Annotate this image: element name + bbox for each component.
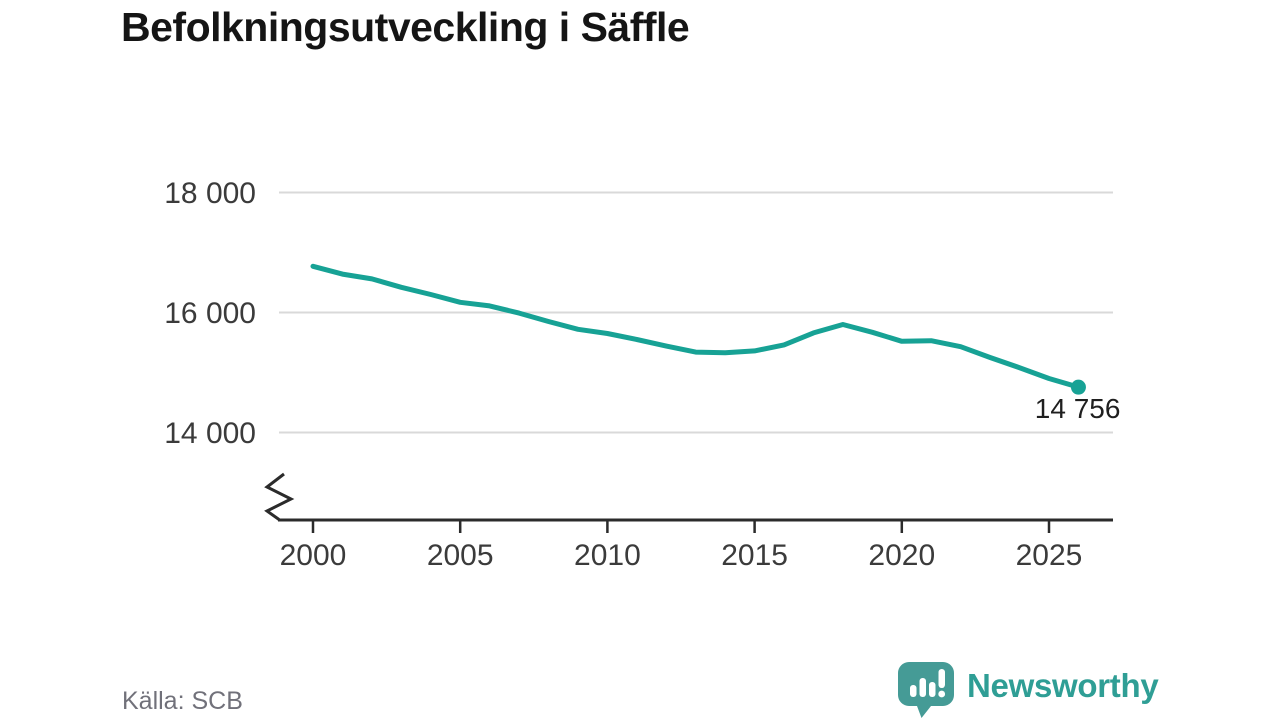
y-tick-label: 16 000 (164, 297, 256, 330)
x-tick-label: 2025 (1016, 539, 1083, 572)
last-point-marker (1070, 379, 1086, 395)
y-tick-label: 18 000 (164, 177, 256, 210)
x-tick-label: 2020 (868, 539, 935, 572)
page-title: Befolkningsutveckling i Säffle (121, 4, 690, 50)
newsworthy-logo-icon (898, 662, 954, 718)
last-value-label: 14 756 (1035, 393, 1121, 424)
x-tick-label: 2005 (427, 539, 494, 572)
y-tick-label: 14 000 (164, 417, 256, 450)
source-note: Källa: SCB (122, 687, 243, 715)
x-tick-label: 2015 (721, 539, 788, 572)
newsworthy-wordmark: Newsworthy (967, 666, 1159, 704)
population-line (310, 263, 1081, 390)
axis-break-icon (264, 472, 295, 521)
x-tick-label: 2000 (280, 539, 347, 572)
x-tick-label: 2010 (574, 539, 641, 572)
newsworthy-branding: Newsworthy (897, 661, 1159, 719)
